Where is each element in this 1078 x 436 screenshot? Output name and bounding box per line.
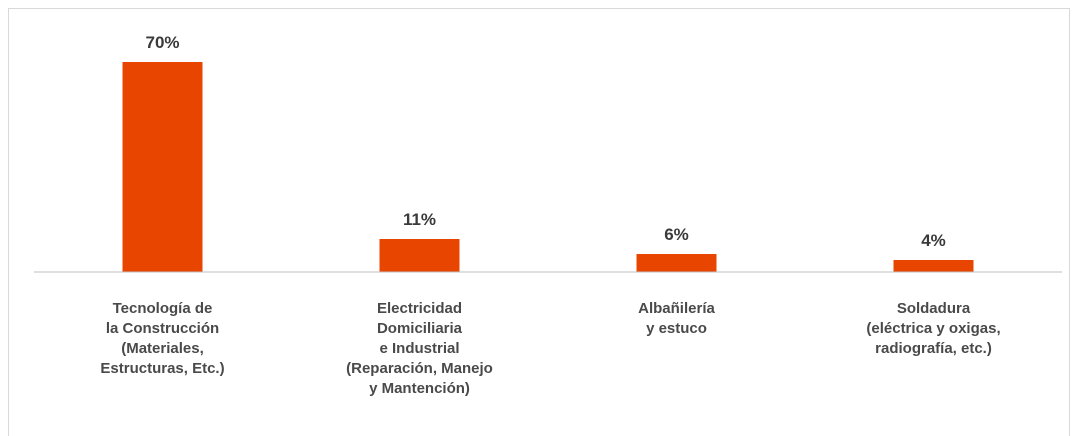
category-label-2: Electricidad Domiciliaria e Industrial (Rep… <box>346 300 493 397</box>
category-label-1: Tecnología de la Construcción (Materiales,… <box>100 300 224 377</box>
data-label-3: 6% <box>664 225 689 244</box>
category-label-line: (Materiales, <box>121 340 204 357</box>
category-label-line: la Construcción <box>106 320 219 337</box>
bars-layer <box>122 62 974 272</box>
labels-layer: 70% Tecnología de la Construcción (Material… <box>100 33 1000 397</box>
category-label-3: Albañilería y estuco <box>638 300 715 337</box>
category-label-line: Albañilería <box>638 300 715 317</box>
category-label-line: e Industrial <box>379 340 459 357</box>
category-label-line: (eléctrica y oxigas, <box>866 320 1000 337</box>
bar-1 <box>122 62 203 272</box>
bar-4 <box>893 260 974 272</box>
category-label-line: Domiciliaria <box>377 320 463 337</box>
chart-border <box>8 8 1070 436</box>
category-label-line: y estuco <box>646 320 707 337</box>
data-label-2: 11% <box>403 210 436 229</box>
category-label-line: y Mantención) <box>369 380 470 397</box>
bar-2 <box>379 239 460 272</box>
category-label-line: Electricidad <box>377 300 462 317</box>
data-label-4: 4% <box>921 231 946 250</box>
category-label-line: radiografía, etc.) <box>875 340 992 357</box>
category-label-line: Tecnología de <box>113 300 213 317</box>
category-label-line: (Reparación, Manejo <box>346 360 493 377</box>
category-label-line: Soldadura <box>897 300 971 317</box>
bar-3 <box>636 254 717 272</box>
category-label-4: Soldadura (eléctrica y oxigas, radiografía… <box>866 300 1000 357</box>
data-label-1: 70% <box>145 33 179 52</box>
category-label-line: Estructuras, Etc.) <box>100 360 224 377</box>
